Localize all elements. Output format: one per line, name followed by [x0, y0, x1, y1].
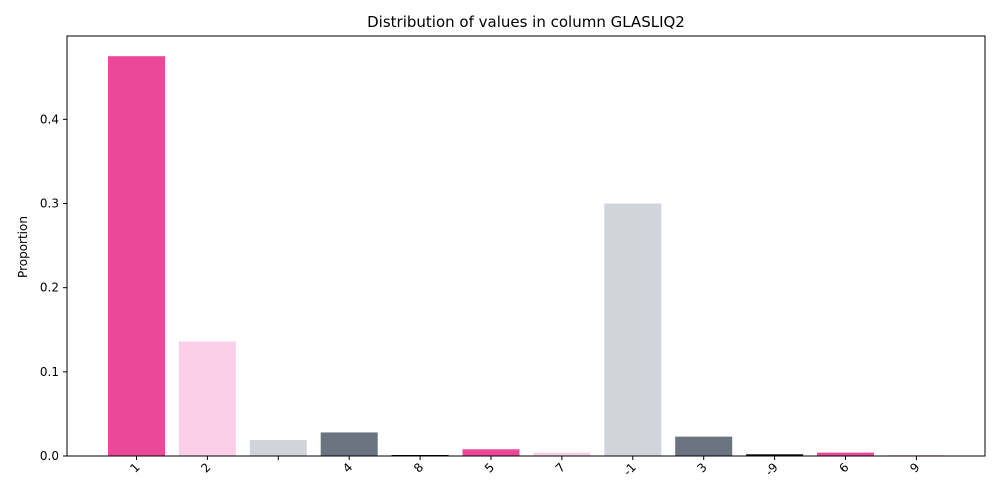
bar-1	[108, 56, 165, 456]
y-tick-label: 0.1	[40, 365, 59, 379]
bar--1	[604, 203, 662, 456]
bar-3	[675, 436, 733, 456]
y-tick-label: 0.3	[40, 196, 59, 210]
bar-6	[817, 452, 874, 456]
bar-2	[178, 341, 236, 456]
y-tick-label: 0.0	[40, 449, 59, 463]
bar-5	[462, 449, 520, 456]
plot-frame	[66, 35, 986, 457]
y-tick-label: 0.2	[40, 281, 59, 295]
y-axis-label: Proportion	[16, 216, 30, 278]
bar-7	[533, 452, 591, 456]
bar-4	[320, 432, 378, 456]
bar-blank	[249, 440, 307, 456]
y-tick-label: 0.4	[40, 112, 59, 126]
y-ticks-group: 0.0 0.1 0.2 0.3 0.4	[40, 112, 67, 463]
bar--9	[746, 454, 804, 456]
chart-title: Distribution of values in column GLASLIQ…	[367, 13, 685, 31]
